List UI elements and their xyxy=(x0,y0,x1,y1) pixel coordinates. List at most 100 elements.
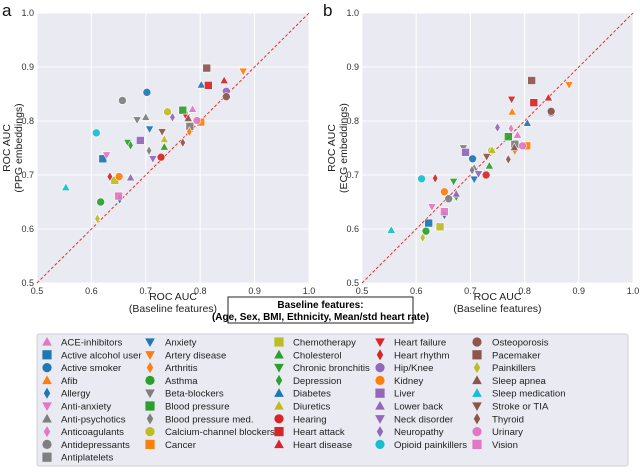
legend-marker-icon xyxy=(274,439,284,449)
point-opioid-painkillers xyxy=(417,174,426,184)
point-neck-disorder xyxy=(148,155,158,164)
point-pacemaker xyxy=(527,76,536,85)
legend-marker-icon xyxy=(146,413,154,425)
legend-item: Heart failure xyxy=(375,338,446,349)
legend-marker-icon xyxy=(375,363,385,373)
legend-marker-icon xyxy=(42,413,52,423)
legend-item: Anxiety xyxy=(145,338,197,349)
legend-item: Afib xyxy=(42,375,78,387)
legend-label: Neuropathy xyxy=(394,427,444,438)
legend-item: Depression xyxy=(275,374,342,387)
legend-label: Urinary xyxy=(492,427,523,438)
legend-item: Active smoker xyxy=(42,363,122,374)
legend-label: ACE-inhibitors xyxy=(61,338,123,349)
legend-label: Vision xyxy=(492,440,518,451)
legend-marker-icon xyxy=(42,402,52,412)
legend-label: Beta-blockers xyxy=(165,389,224,400)
legend-marker-icon xyxy=(274,400,284,410)
y-axis-label: ROC AUC xyxy=(326,124,338,172)
legend-item: Antidepressants xyxy=(42,439,130,451)
legend-marker-icon xyxy=(472,388,482,397)
legend-item: Allergy xyxy=(43,387,91,400)
point-beta-blockers xyxy=(132,116,142,125)
legend-item: Sleep medication xyxy=(472,388,566,400)
legend-item: Antiplatelets xyxy=(42,452,113,464)
legend-item: Sleep apnea xyxy=(472,375,547,387)
x-tick-label: 0.9 xyxy=(573,286,586,296)
point-heart-failure xyxy=(506,95,517,105)
legend-item: Calcium-channel blockers xyxy=(145,427,275,438)
legend-item: Cholesterol xyxy=(274,349,342,361)
y-tick-label: 0.5 xyxy=(346,278,359,288)
legend-label: Chemotherapy xyxy=(293,338,356,349)
legend-item: Liver xyxy=(375,388,416,400)
point-afib xyxy=(507,106,517,116)
legend-label: Antiplatelets xyxy=(61,453,113,464)
legend-marker-icon xyxy=(42,452,52,462)
point-chemotherapy xyxy=(435,222,445,232)
legend-label: Anticoagulants xyxy=(61,427,124,438)
legend-marker-icon xyxy=(274,414,284,424)
x-tick-label: 0.8 xyxy=(518,286,531,296)
legend-marker-icon xyxy=(42,375,52,385)
legend-item: Heart attack xyxy=(274,427,345,438)
legend-label: Sleep medication xyxy=(492,389,566,400)
diagonal-line xyxy=(361,12,634,284)
y-tick-label: 0.9 xyxy=(21,62,34,72)
legend-marker-icon xyxy=(472,337,482,347)
legend-marker-icon xyxy=(375,388,385,398)
point-diabetes xyxy=(196,79,206,89)
legend-marker-icon xyxy=(43,387,51,399)
point-thyroid xyxy=(505,153,512,165)
legend-item: Stroke or TIA xyxy=(472,402,549,413)
legend-item: Chronic bronchitis xyxy=(274,363,370,374)
point-opioid-painkillers xyxy=(91,128,101,138)
legend-label: Stroke or TIA xyxy=(492,402,549,413)
legend-item: ACE-inhibitors xyxy=(42,336,123,349)
legend-item: Artery disease xyxy=(145,350,226,361)
legend-label: Antidepressants xyxy=(61,440,130,451)
point-antidepressants xyxy=(118,96,127,105)
legend-marker-icon xyxy=(145,439,155,449)
legend-marker-icon xyxy=(376,426,384,438)
point-chronic-bronchitis xyxy=(448,177,459,187)
point-anxiety xyxy=(144,125,155,135)
legend-marker-icon xyxy=(145,389,155,399)
point-liver xyxy=(136,136,145,145)
point-hearing xyxy=(156,152,166,162)
legend-marker-icon xyxy=(42,363,52,373)
legend-marker-icon xyxy=(472,402,482,412)
point-osteoporosis xyxy=(222,92,231,101)
legend-label: Sleep apnea xyxy=(492,376,547,387)
point-calcium-channel-blockers xyxy=(163,107,172,117)
legend-marker-icon xyxy=(275,374,283,386)
y-tick-label: 1.0 xyxy=(21,8,34,18)
point-anti-anxiety xyxy=(427,203,437,212)
point-stroke-or-tia xyxy=(157,128,167,137)
panel-a: 0.5 0.6 0.7 0.8 0.9 1.0 0.5 0.6 0.7 0.8 0.9 1.0 ROC … xyxy=(1,1,315,315)
point-urinary xyxy=(518,141,527,151)
point-anxiety xyxy=(469,175,479,185)
legend-marker-icon xyxy=(274,337,284,347)
legend-label: Active alcohol user xyxy=(61,350,142,361)
legend-marker-icon xyxy=(375,338,385,348)
panel-letter: a xyxy=(2,1,12,20)
legend-item: Hearing xyxy=(274,414,327,425)
legend-marker-icon xyxy=(472,427,482,437)
legend-item: Hip/Knee xyxy=(375,363,433,374)
legend-item: Cancer xyxy=(145,439,197,451)
legend-label: Heart attack xyxy=(293,427,345,438)
legend-item: Lower back xyxy=(375,400,443,413)
legend-marker-icon xyxy=(43,426,51,438)
legend-label: Blood pressure med. xyxy=(165,414,254,425)
x-tick-label: 0.8 xyxy=(194,286,207,296)
legend-marker-icon xyxy=(145,375,155,385)
legend-item: Thyroid xyxy=(473,413,524,425)
legend-label: Lower back xyxy=(394,402,443,413)
x-tick-label: 0.7 xyxy=(140,286,153,296)
legend-marker-icon xyxy=(42,350,52,360)
x-tick-label: 1.0 xyxy=(627,286,640,296)
y-tick-label: 0.7 xyxy=(346,170,359,180)
legend-label: Blood pressure xyxy=(165,402,230,413)
